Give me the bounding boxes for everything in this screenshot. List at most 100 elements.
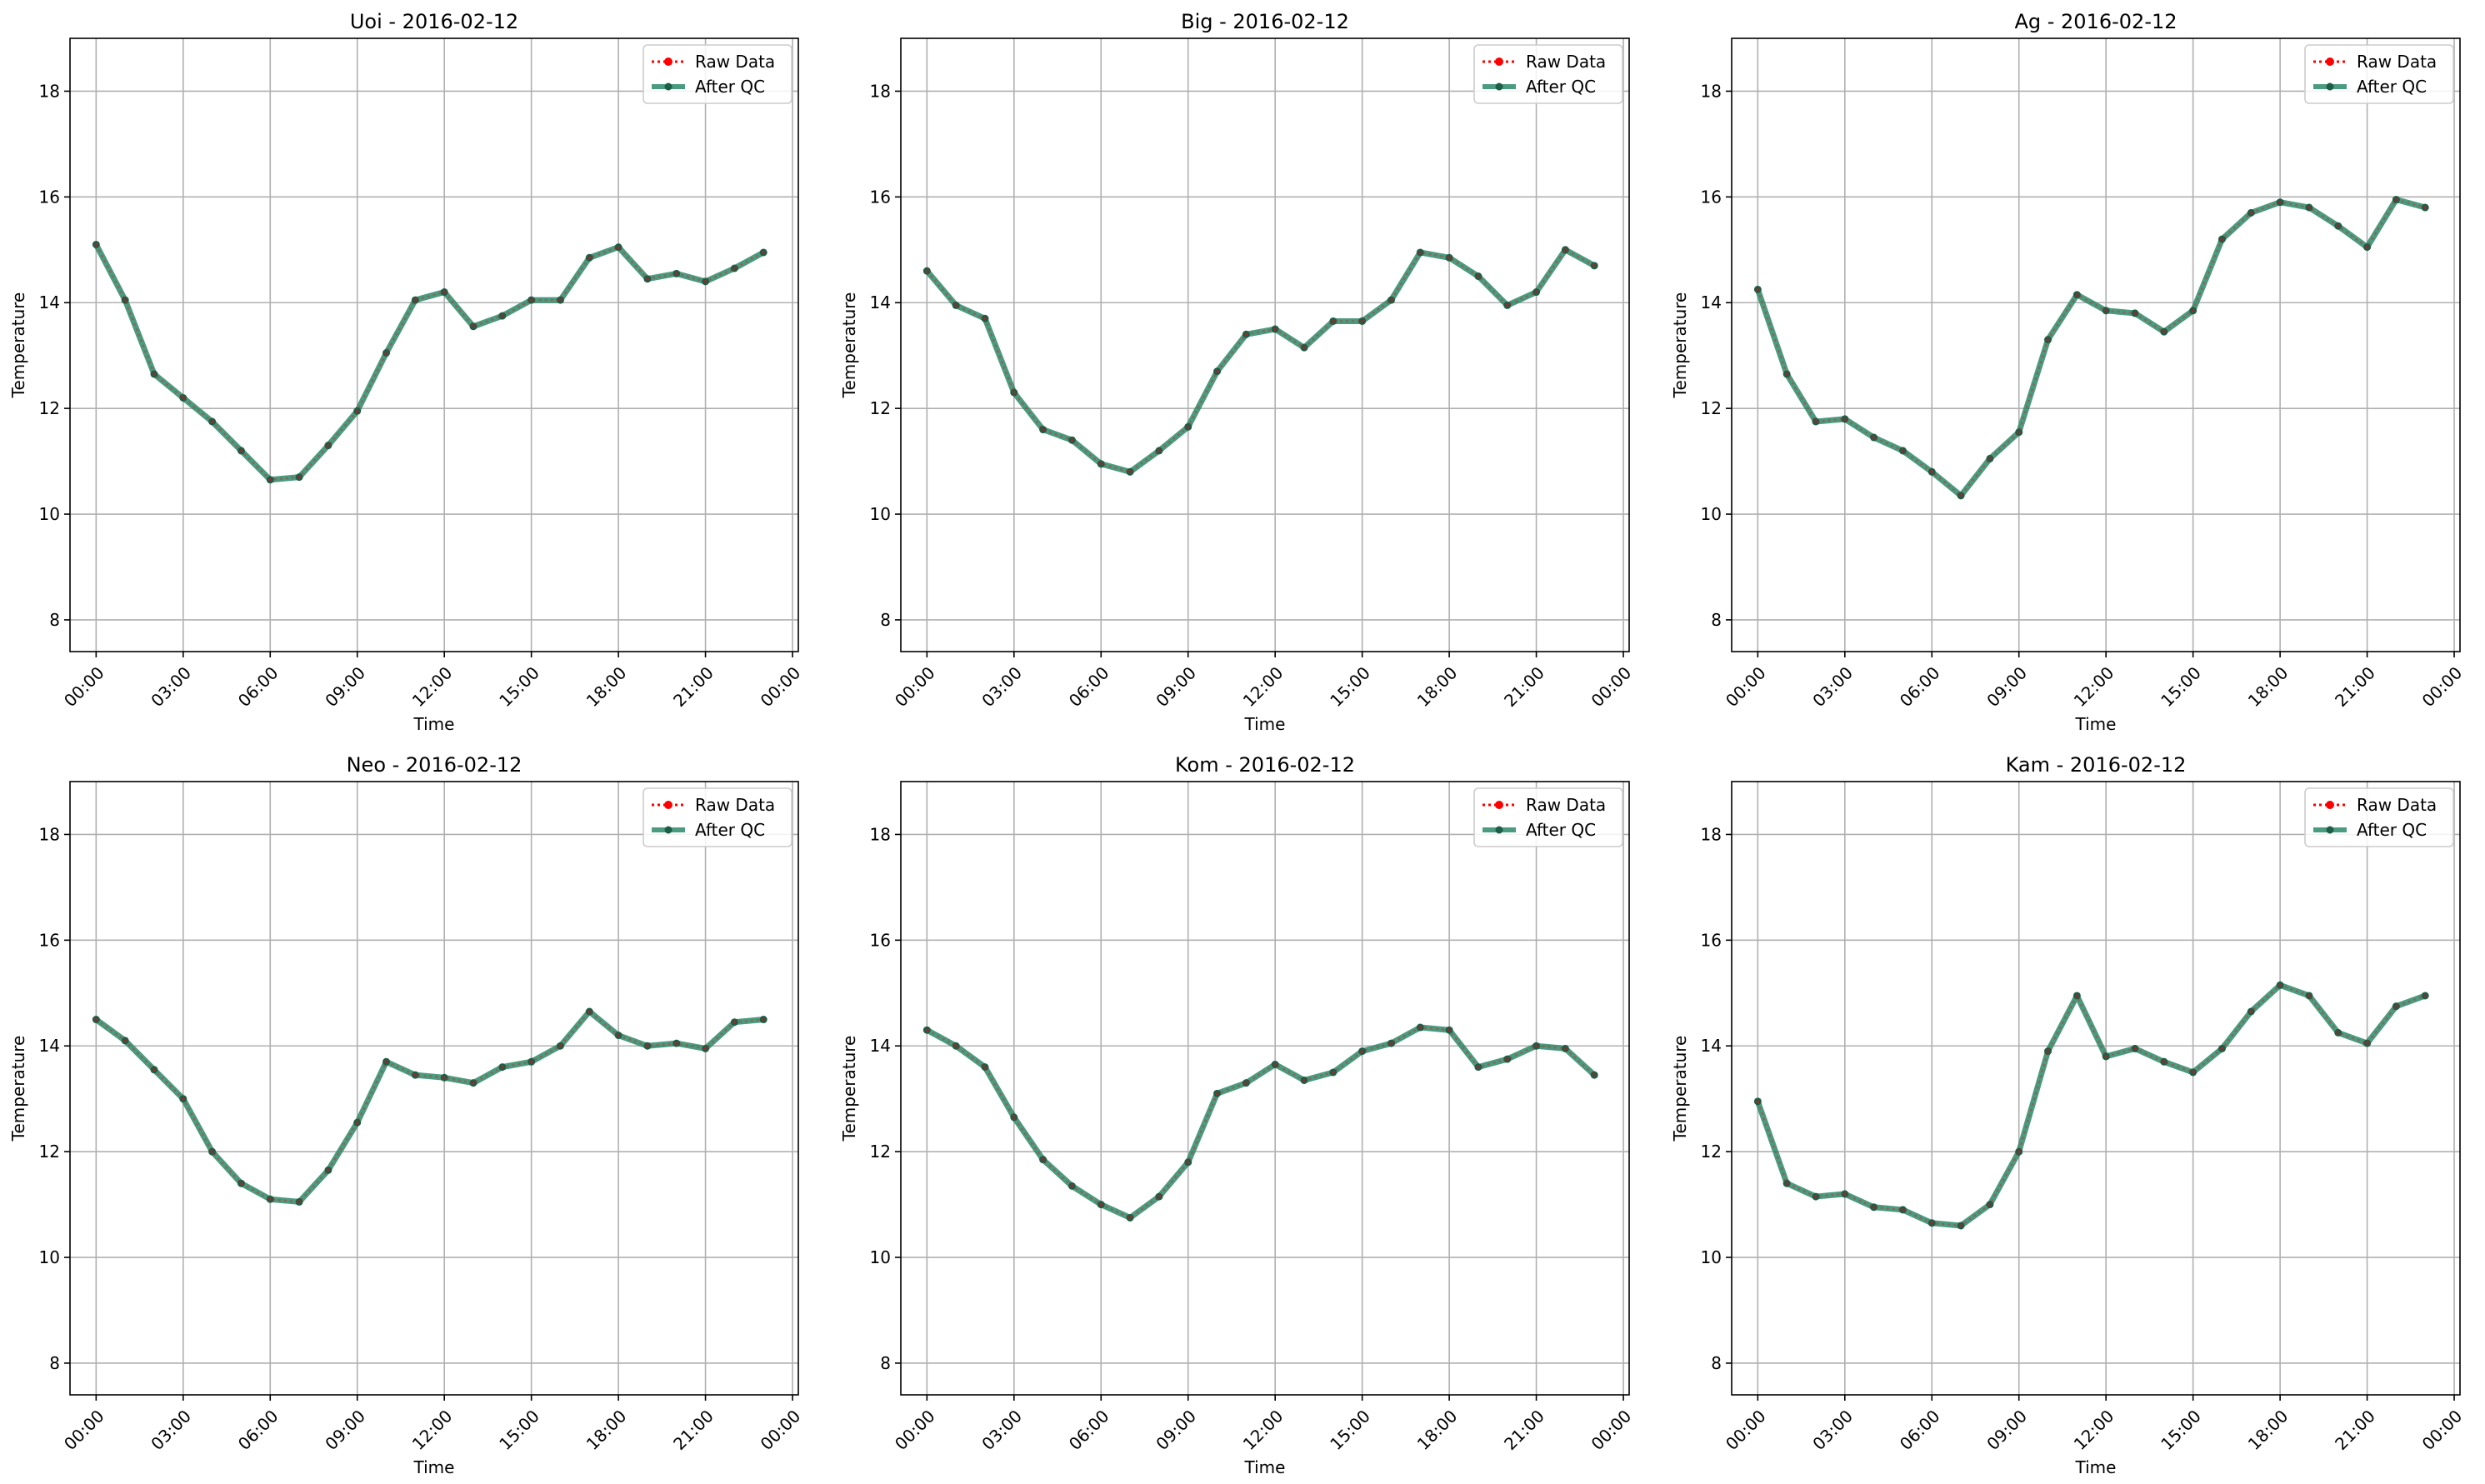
data-point-after-qc [208, 1147, 217, 1156]
chart-panel: 00:00 03:00 06:00 09:00 12:00 15:00 18:00 21:00… [839, 753, 1635, 1477]
x-tick-label: 21:00 [1500, 662, 1548, 711]
x-tick-label: 00:00 [2418, 662, 2467, 711]
data-point-raw-data [703, 1046, 708, 1051]
data-point-after-qc [92, 1016, 100, 1024]
data-point-after-qc [585, 253, 593, 262]
data-point-raw-data [703, 279, 708, 284]
data-point-raw-data [529, 297, 534, 302]
legend-marker-after-qc [1495, 826, 1503, 834]
data-point-raw-data [674, 271, 679, 276]
data-point-raw-data [412, 1072, 418, 1077]
x-tick-label: 21:00 [669, 1406, 718, 1454]
data-point-raw-data [355, 408, 360, 413]
data-point-raw-data [2046, 337, 2051, 342]
data-point-after-qc [1184, 422, 1192, 431]
legend-label-after-qc: After QC [2357, 820, 2427, 840]
y-tick-label: 18 [1701, 81, 1722, 101]
data-point-after-qc [643, 275, 652, 283]
series-line-raw-data [1757, 198, 2426, 497]
legend-marker-raw-data [664, 801, 672, 809]
data-point-raw-data [1012, 390, 1017, 395]
data-point-after-qc [1957, 1222, 1965, 1230]
y-tick-label: 12 [870, 1142, 891, 1162]
data-point-raw-data [953, 302, 958, 307]
data-point-after-qc [1300, 1076, 1308, 1084]
x-tick-label: 00:00 [757, 662, 805, 711]
legend-label-after-qc: After QC [1526, 820, 1596, 840]
data-point-raw-data [1272, 327, 1278, 332]
data-point-after-qc [1532, 288, 1541, 297]
data-point-after-qc [411, 1071, 419, 1079]
data-point-after-qc [237, 447, 245, 455]
data-point-after-qc [382, 349, 391, 357]
data-point-after-qc [528, 296, 536, 304]
y-tick-label: 16 [39, 930, 60, 950]
data-point-after-qc [1358, 317, 1367, 325]
data-point-raw-data [1069, 437, 1074, 442]
data-point-raw-data [1534, 290, 1539, 295]
x-tick-label: 06:00 [234, 1406, 282, 1454]
data-point-raw-data [2103, 1054, 2108, 1059]
data-point-raw-data [1813, 419, 1818, 424]
y-axis-label: Temperature [8, 1036, 28, 1142]
series-line-after-qc [1755, 982, 2427, 1229]
data-point-raw-data [1929, 1221, 1934, 1226]
data-point-after-qc [1387, 296, 1395, 304]
data-point-after-qc [1561, 246, 1569, 254]
data-point-after-qc [2218, 1044, 2226, 1052]
y-tick-label: 14 [39, 292, 60, 312]
data-point-after-qc [266, 1195, 274, 1203]
data-point-after-qc [2044, 1047, 2052, 1056]
data-point-after-qc [1928, 467, 1936, 476]
x-tick-label: 18:00 [2244, 1406, 2292, 1454]
data-point-after-qc [2276, 981, 2284, 989]
data-point-raw-data [181, 395, 186, 400]
data-point-raw-data [2336, 1030, 2341, 1035]
chart-title: Uoi - 2016-02-12 [350, 10, 518, 33]
data-point-after-qc [1039, 426, 1048, 434]
data-point-after-qc [1532, 1042, 1541, 1050]
data-point-raw-data [2191, 308, 2196, 313]
data-point-after-qc [2218, 235, 2226, 243]
data-point-after-qc [2015, 1147, 2023, 1156]
data-point-after-qc [2392, 1002, 2400, 1011]
data-point-raw-data [471, 1081, 476, 1086]
x-tick-label: 06:00 [1896, 662, 1944, 711]
y-tick-label: 14 [1701, 292, 1722, 312]
x-tick-label: 15:00 [495, 1406, 543, 1454]
data-point-raw-data [558, 297, 562, 302]
data-point-after-qc [952, 1042, 960, 1050]
data-point-after-qc [672, 1039, 681, 1047]
data-point-after-qc [1010, 388, 1018, 397]
data-point-raw-data [2393, 197, 2398, 202]
x-axis-label: Time [1244, 714, 1286, 734]
x-axis-label: Time [413, 1457, 455, 1477]
data-point-raw-data [2422, 205, 2428, 210]
data-point-after-qc [295, 1197, 303, 1206]
data-point-raw-data [982, 1065, 988, 1070]
chart-panel: 00:00 03:00 06:00 09:00 12:00 15:00 18:00 21:00… [1670, 10, 2466, 734]
data-point-raw-data [587, 255, 592, 260]
data-point-after-qc [179, 1095, 188, 1103]
x-tick-label: 15:00 [2157, 662, 2205, 711]
x-tick-label: 18:00 [582, 1406, 631, 1454]
data-point-after-qc [643, 1042, 652, 1050]
data-point-raw-data [558, 1043, 562, 1048]
axes-frame [900, 37, 1630, 652]
data-point-after-qc [1126, 467, 1134, 476]
data-point-raw-data [2017, 1149, 2022, 1154]
data-point-after-qc [121, 1037, 129, 1045]
y-tick-label: 14 [870, 1036, 891, 1056]
data-point-raw-data [93, 242, 98, 247]
data-point-raw-data [2278, 982, 2282, 987]
y-tick-label: 16 [39, 187, 60, 207]
x-tick-label: 12:00 [2070, 662, 2118, 711]
data-point-after-qc [2072, 291, 2081, 299]
data-point-raw-data [1215, 369, 1220, 374]
data-point-after-qc [614, 1032, 622, 1040]
data-point-raw-data [412, 297, 418, 302]
data-point-raw-data [1784, 372, 1789, 377]
data-point-after-qc [353, 407, 362, 415]
data-point-after-qc [1898, 447, 1907, 455]
data-point-after-qc [2247, 1007, 2255, 1016]
